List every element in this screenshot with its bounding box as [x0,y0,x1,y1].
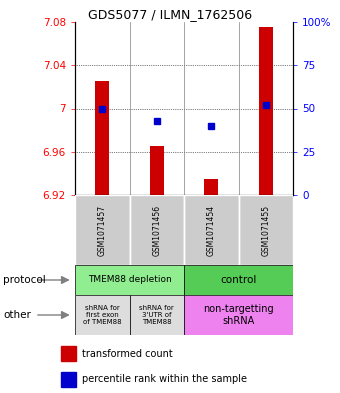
Text: GSM1071455: GSM1071455 [261,204,270,255]
Text: other: other [3,310,31,320]
Bar [150,146,164,195]
Bar [259,28,273,195]
Bar [184,265,293,295]
Text: GDS5077 / ILMN_1762506: GDS5077 / ILMN_1762506 [88,8,252,21]
Text: shRNA for
3'UTR of
TMEM88: shRNA for 3'UTR of TMEM88 [139,305,174,325]
Bar [61,346,76,361]
Text: GSM1071456: GSM1071456 [152,204,161,255]
Bar [75,265,184,295]
Bar [204,179,218,195]
Bar [75,195,130,265]
Bar [130,295,184,335]
Text: control: control [220,275,257,285]
Bar [61,372,76,387]
Text: transformed count: transformed count [83,349,173,359]
Text: protocol: protocol [3,275,46,285]
Bar [130,195,184,265]
Text: GSM1071454: GSM1071454 [207,204,216,255]
Bar [184,195,238,265]
Text: non-targetting
shRNA: non-targetting shRNA [203,304,274,326]
Text: shRNA for
first exon
of TMEM88: shRNA for first exon of TMEM88 [83,305,122,325]
Text: TMEM88 depletion: TMEM88 depletion [88,275,171,285]
Bar [75,295,130,335]
Text: percentile rank within the sample: percentile rank within the sample [83,374,248,384]
Text: GSM1071457: GSM1071457 [98,204,107,255]
Bar [184,295,293,335]
Bar [238,195,293,265]
Bar [96,81,109,195]
